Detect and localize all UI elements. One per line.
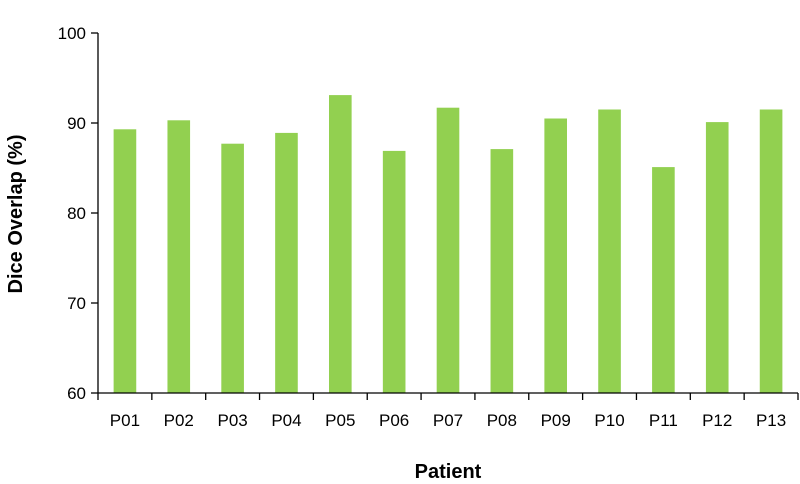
bar-p04 — [275, 132, 298, 393]
y-axis: 60 70 80 90 100 — [58, 24, 99, 403]
y-axis-title: Dice Overlap (%) — [5, 135, 27, 294]
y-tick-label-80: 80 — [67, 204, 86, 223]
bar-p13 — [759, 109, 783, 393]
bar-p05 — [329, 95, 352, 393]
x-tick-label-p08: P08 — [487, 411, 517, 430]
x-tick-label-p13: P13 — [756, 411, 786, 430]
x-axis-title: Patient — [415, 461, 482, 483]
bar-p12 — [705, 122, 729, 393]
x-tick-label-p10: P10 — [594, 411, 624, 430]
x-tick-label-p09: P09 — [541, 411, 571, 430]
bar-p02 — [167, 120, 191, 394]
x-tick-label-p06: P06 — [379, 411, 409, 430]
x-tick-label-p02: P02 — [164, 411, 194, 430]
bars-group — [113, 95, 783, 394]
y-tick-label-70: 70 — [67, 294, 86, 313]
bar-p08 — [490, 149, 514, 393]
x-tick-label-p03: P03 — [217, 411, 247, 430]
x-tick-label-p11: P11 — [649, 411, 678, 430]
x-tick-label-p04: P04 — [271, 411, 301, 430]
x-tick-label-p12: P12 — [702, 411, 732, 430]
bar-p10 — [598, 109, 621, 393]
y-tick-label-90: 90 — [67, 114, 86, 133]
bar-p11 — [652, 167, 675, 393]
bar-p07 — [436, 107, 460, 393]
x-tick-label-p07: P07 — [433, 411, 463, 430]
bar-p09 — [544, 118, 567, 393]
y-tick-label-60: 60 — [67, 384, 86, 403]
y-tick-label-100: 100 — [58, 24, 86, 43]
x-tick-label-p05: P05 — [325, 411, 355, 430]
bar-p06 — [382, 150, 406, 393]
x-axis: P01 P02 P03 P04 P05 P06 P07 P08 P09 P10 P11 P12 P13 — [97, 392, 799, 430]
bar-p01 — [113, 129, 137, 394]
x-tick-label-p01: P01 — [110, 411, 140, 430]
bar-p03 — [221, 143, 244, 393]
